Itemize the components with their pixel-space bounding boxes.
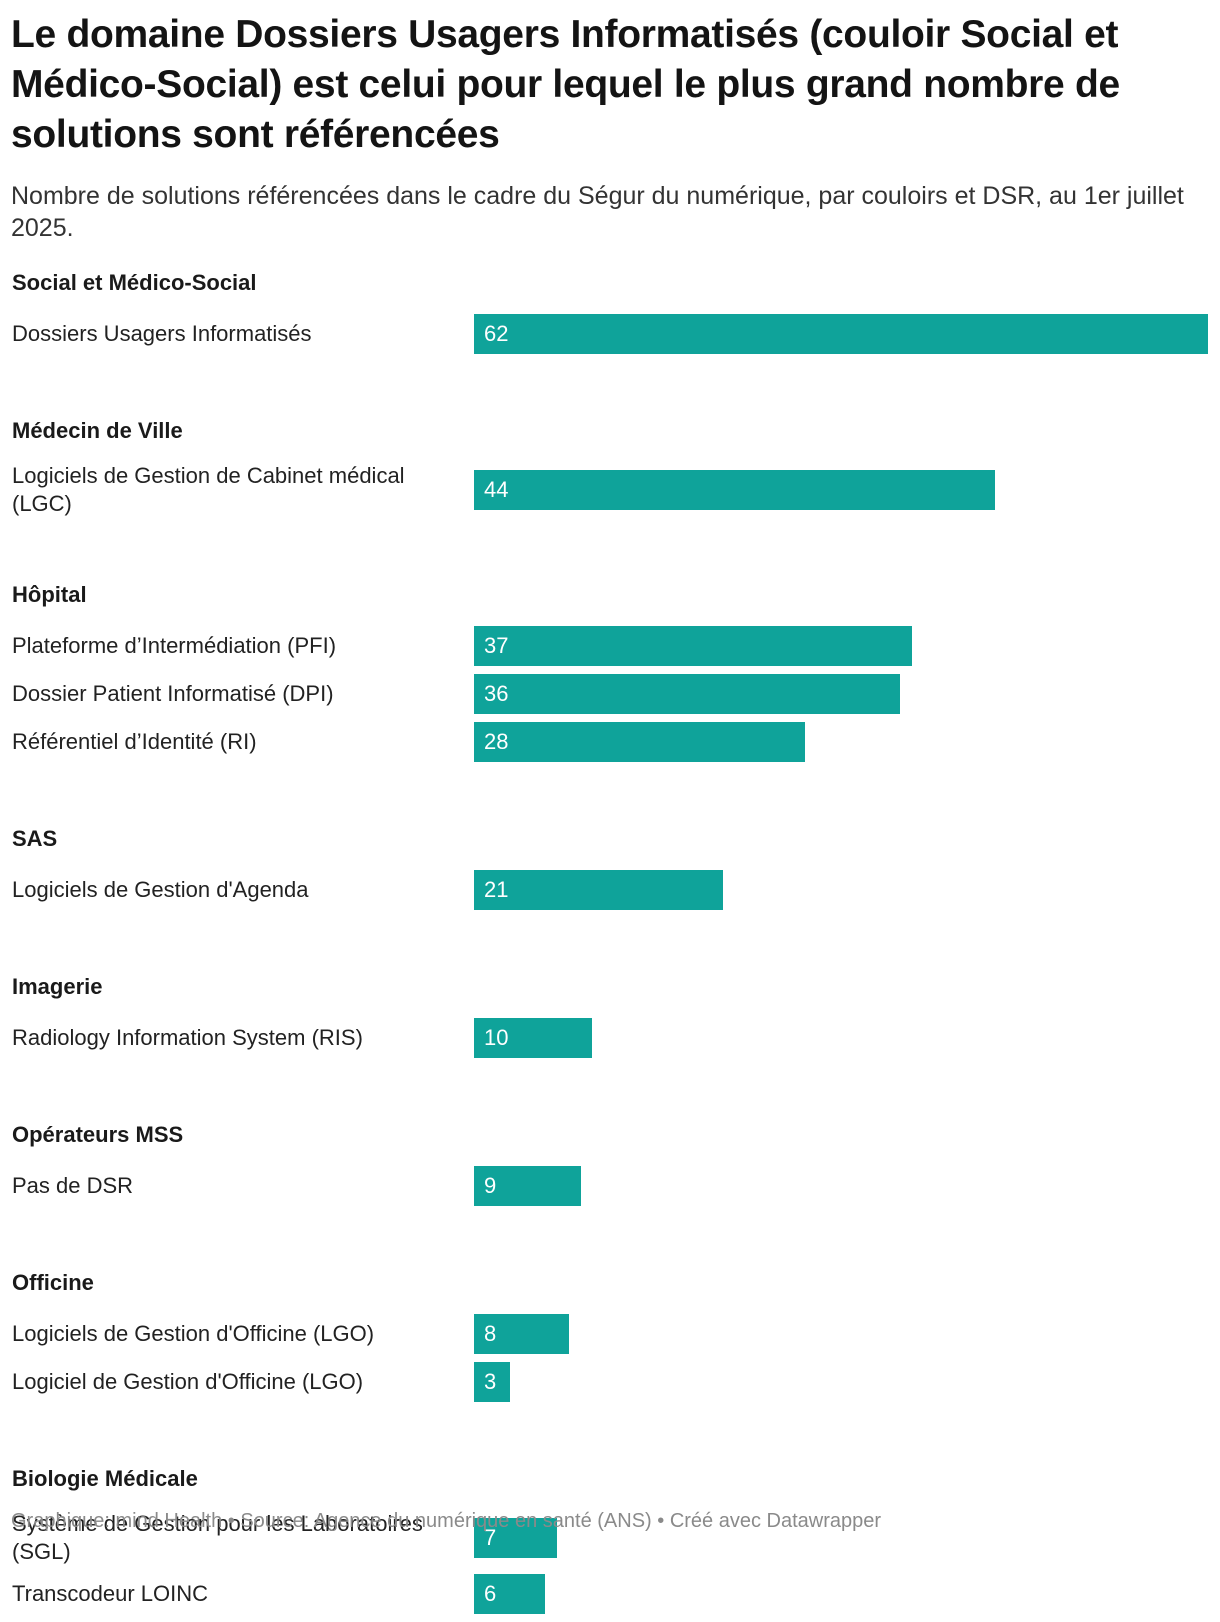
group-label: Social et Médico-Social <box>12 270 257 295</box>
row-label: Logiciels de Gestion de Cabinet médical … <box>12 463 405 516</box>
row-label: Plateforme d’Intermédiation (PFI) <box>12 633 337 658</box>
bar-value-label: 6 <box>484 1581 497 1606</box>
bar-value-label: 7 <box>484 1525 497 1550</box>
group-label: Médecin de Ville <box>12 418 183 443</box>
row-label: Pas de DSR <box>12 1173 134 1198</box>
bar <box>474 870 723 910</box>
row-label: Dossier Patient Informatisé (DPI) <box>12 681 334 706</box>
group-label: Biologie Médicale <box>12 1466 198 1491</box>
row-label: Logiciel de Gestion d'Officine (LGO) <box>12 1369 364 1394</box>
bar <box>474 1362 510 1402</box>
group-label: Officine <box>12 1270 94 1295</box>
row-label: Logiciels de Gestion d'Agenda <box>12 877 309 902</box>
row-label: Transcodeur LOINC <box>12 1581 209 1606</box>
bar-chart: Social et Médico-Social Dossiers Usagers … <box>12 270 1208 1614</box>
group-label: Opérateurs MSS <box>12 1122 184 1147</box>
bar-value-label: 37 <box>484 633 509 658</box>
bar-value-label: 8 <box>484 1321 497 1346</box>
bar <box>474 470 995 510</box>
bar-value-label: 21 <box>484 877 509 902</box>
chart-title: Le domaine Dossiers Usagers Informatisés… <box>11 13 1120 156</box>
row-label: Dossiers Usagers Informatisés <box>12 321 312 346</box>
row-label: Logiciels de Gestion d'Officine (LGO) <box>12 1321 375 1346</box>
bar-value-label: 3 <box>484 1369 497 1394</box>
bar-value-label: 36 <box>484 681 509 706</box>
row-label: Référentiel d’Identité (RI) <box>12 729 257 754</box>
bar <box>474 1166 581 1206</box>
chart-subtitle: Nombre de solutions référencées dans le … <box>11 182 1184 242</box>
group-label: Imagerie <box>12 974 103 999</box>
row-label: Radiology Information System (RIS) <box>12 1025 363 1050</box>
bar <box>474 314 1208 354</box>
bar <box>474 674 901 714</box>
bar-value-label: 9 <box>484 1173 497 1198</box>
group-label: Hôpital <box>12 582 87 607</box>
bar-value-label: 62 <box>484 321 509 346</box>
group-label: SAS <box>12 826 58 851</box>
bar-value-label: 44 <box>484 477 509 502</box>
bar-value-label: 10 <box>484 1025 509 1050</box>
chart-footer: Graphique: mind Health • Source: Agence … <box>11 1510 882 1532</box>
bar <box>474 1314 569 1354</box>
bar <box>474 1018 593 1058</box>
bar <box>474 626 913 666</box>
bar-value-label: 28 <box>484 729 509 754</box>
bar <box>474 722 806 762</box>
